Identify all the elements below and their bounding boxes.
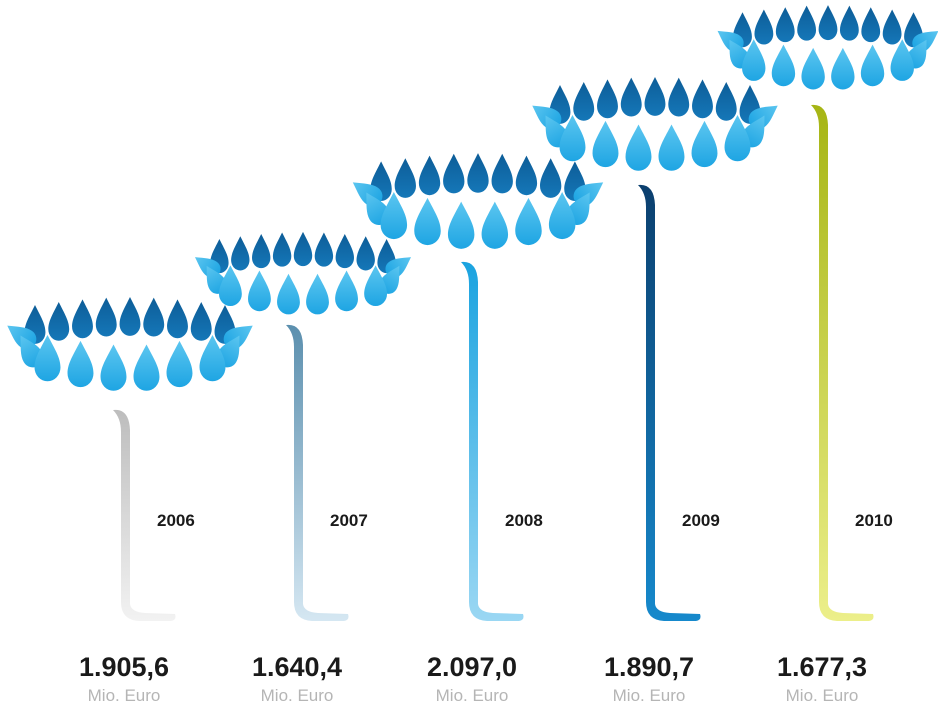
value-label: 1.905,6 [79,652,169,682]
drop [418,155,441,196]
stalk [811,104,874,622]
drop [573,81,595,121]
drop [48,301,70,341]
drop [668,77,690,117]
drop [335,270,358,312]
year-label: 2008 [505,511,543,530]
drop [775,7,795,43]
drop [133,344,160,391]
drop [394,158,416,198]
drop [272,232,292,267]
drop [306,273,329,315]
drop [861,7,881,43]
drop [95,297,117,337]
drop [831,47,855,90]
value-label: 1.640,4 [252,652,342,682]
unit-label: Mio. Euro [261,686,334,705]
drop [481,201,509,249]
value-label: 1.677,3 [777,652,867,682]
drop [597,79,618,119]
drop [658,124,685,171]
drop [491,153,513,194]
drop [620,77,642,117]
drop [860,44,885,87]
drop [559,115,586,162]
year-label: 2009 [682,511,720,530]
drop [119,297,141,336]
drop [443,153,465,194]
drop-crown [194,231,412,315]
stalk [286,324,349,621]
unit-label: Mio. Euro [88,686,161,705]
drop [380,191,408,240]
drop [467,153,489,193]
drop [335,233,354,269]
drop [515,155,538,196]
drop [166,340,193,388]
year-label: 2006 [157,511,195,530]
drop [540,158,562,198]
value-label: 2.097,0 [427,652,517,682]
drop [34,335,61,382]
drop [190,301,212,341]
drop [742,39,766,81]
drop-crown [352,153,604,249]
drop [356,236,375,271]
drop [72,299,93,339]
drop [818,5,838,41]
drop-crown [532,77,778,171]
year-label: 2010 [855,511,893,530]
drop [252,233,271,269]
drop [515,197,542,246]
drop [797,5,817,41]
drop [414,197,441,246]
drop [293,231,313,267]
year-label: 2007 [330,511,368,530]
stalk [113,409,176,621]
unit-label: Mio. Euro [613,686,686,705]
drop [625,124,652,171]
drop [882,9,902,45]
drop [248,270,271,312]
drop [754,9,774,45]
value-label: 1.890,7 [604,652,694,682]
drop [314,232,334,267]
drop [100,344,127,391]
drop [715,81,737,121]
drop [839,5,859,41]
drop [801,47,825,90]
drop [143,297,165,337]
drop [277,273,300,315]
drop [644,77,666,116]
drop [199,335,226,382]
drop [67,340,94,388]
drop [167,299,188,339]
drop [890,39,914,81]
drop-crown [7,297,253,391]
drop [231,236,250,271]
unit-label: Mio. Euro [786,686,859,705]
stalk [461,261,524,621]
drop [592,120,619,168]
drop [771,44,796,87]
drop [724,115,751,162]
drop [218,265,242,307]
stalk [638,184,701,622]
drop [691,120,718,168]
drop [447,201,475,249]
drop [364,265,388,307]
drop [548,191,576,240]
drop [692,79,713,119]
drop-crown [717,5,938,90]
unit-label: Mio. Euro [436,686,509,705]
